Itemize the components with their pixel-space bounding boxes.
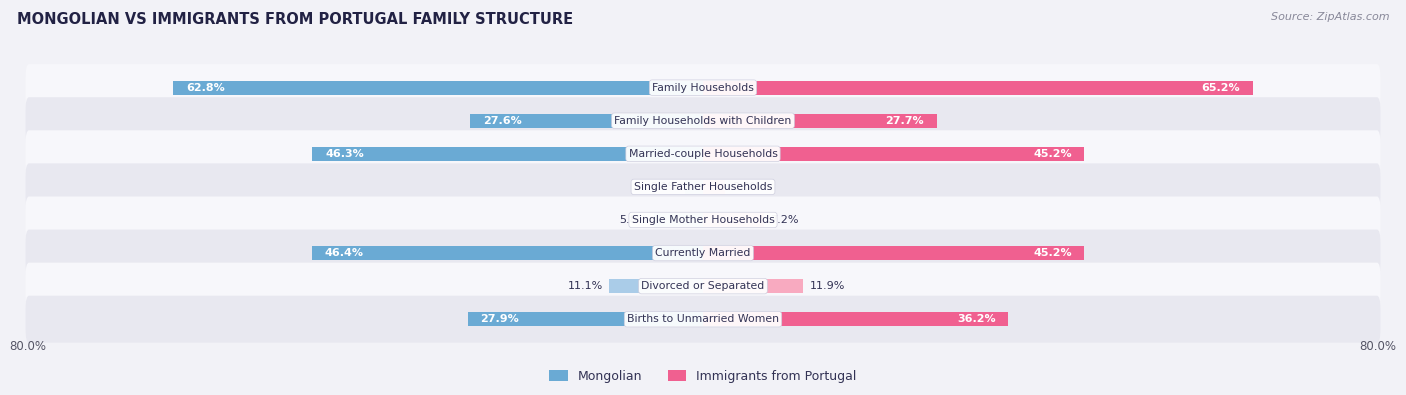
FancyBboxPatch shape <box>25 229 1381 276</box>
Bar <box>654 213 703 227</box>
Text: Married-couple Households: Married-couple Households <box>628 149 778 159</box>
Bar <box>703 246 1084 260</box>
Text: 65.2%: 65.2% <box>1202 83 1240 93</box>
Text: Source: ZipAtlas.com: Source: ZipAtlas.com <box>1271 12 1389 22</box>
Bar <box>312 147 703 161</box>
Bar <box>468 312 703 326</box>
Text: 7.2%: 7.2% <box>770 215 799 225</box>
Text: Single Father Households: Single Father Households <box>634 182 772 192</box>
Text: 5.8%: 5.8% <box>619 215 647 225</box>
Text: Family Households: Family Households <box>652 83 754 93</box>
Text: 2.1%: 2.1% <box>650 182 679 192</box>
Text: Single Mother Households: Single Mother Households <box>631 215 775 225</box>
Text: 11.1%: 11.1% <box>568 281 603 291</box>
Text: 62.8%: 62.8% <box>186 83 225 93</box>
FancyBboxPatch shape <box>25 296 1381 343</box>
Bar <box>703 279 803 293</box>
Legend: Mongolian, Immigrants from Portugal: Mongolian, Immigrants from Portugal <box>544 365 862 388</box>
Text: 45.2%: 45.2% <box>1033 248 1071 258</box>
Text: 46.4%: 46.4% <box>325 248 363 258</box>
Bar <box>703 213 763 227</box>
Text: 27.6%: 27.6% <box>482 116 522 126</box>
Text: Divorced or Separated: Divorced or Separated <box>641 281 765 291</box>
Bar <box>609 279 703 293</box>
Text: 45.2%: 45.2% <box>1033 149 1071 159</box>
FancyBboxPatch shape <box>25 263 1381 310</box>
Text: 36.2%: 36.2% <box>957 314 995 324</box>
Text: Family Households with Children: Family Households with Children <box>614 116 792 126</box>
Text: Currently Married: Currently Married <box>655 248 751 258</box>
Text: 27.9%: 27.9% <box>481 314 519 324</box>
Bar <box>703 312 1008 326</box>
Bar <box>312 246 703 260</box>
Bar <box>173 81 703 94</box>
FancyBboxPatch shape <box>25 196 1381 243</box>
FancyBboxPatch shape <box>25 97 1381 144</box>
Bar <box>685 180 703 194</box>
Text: Births to Unmarried Women: Births to Unmarried Women <box>627 314 779 324</box>
FancyBboxPatch shape <box>25 64 1381 111</box>
Text: 11.9%: 11.9% <box>810 281 845 291</box>
Text: 46.3%: 46.3% <box>325 149 364 159</box>
Text: MONGOLIAN VS IMMIGRANTS FROM PORTUGAL FAMILY STRUCTURE: MONGOLIAN VS IMMIGRANTS FROM PORTUGAL FA… <box>17 12 574 27</box>
FancyBboxPatch shape <box>25 130 1381 177</box>
Bar <box>470 114 703 128</box>
FancyBboxPatch shape <box>25 164 1381 211</box>
Bar <box>703 81 1253 94</box>
Text: 2.6%: 2.6% <box>731 182 761 192</box>
Bar <box>703 180 725 194</box>
Bar <box>703 147 1084 161</box>
Bar <box>703 114 936 128</box>
Text: 27.7%: 27.7% <box>886 116 924 126</box>
